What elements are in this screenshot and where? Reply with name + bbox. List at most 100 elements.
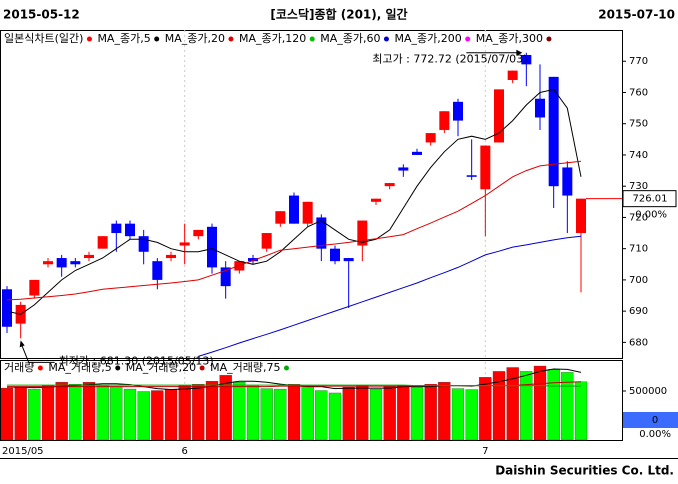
volume-bar: [14, 386, 27, 441]
candle-body: [562, 167, 573, 196]
end-date: 2015-07-10: [598, 8, 675, 22]
y-tick-label: 700: [629, 275, 648, 286]
volume-bar: [561, 372, 574, 441]
legend-label: MA_종가,20: [165, 32, 225, 45]
volume-bar: [547, 369, 560, 441]
volume-bar: [110, 386, 123, 441]
volume-panel: [0, 360, 623, 441]
volume-bar: [383, 386, 396, 441]
volume-bar: [205, 381, 219, 441]
last-volume: 0: [652, 415, 658, 426]
volume-bar: [574, 381, 588, 441]
candle-body: [371, 198, 381, 202]
volume-bar: [520, 371, 533, 441]
volume-bar: [219, 375, 232, 441]
volume-bar: [328, 392, 342, 441]
candle-body: [316, 217, 327, 249]
volume-bar: [151, 390, 164, 441]
legend-label: MA_종가,120: [239, 32, 306, 45]
y-tick-label: 710: [629, 244, 648, 255]
annotation: 최고가 : 772.72 (2015/07/03): [372, 53, 527, 66]
candle-body: [84, 254, 94, 259]
legend-dot: [228, 36, 234, 42]
candle-body: [193, 229, 204, 237]
volume-bar: [55, 382, 68, 441]
footer: Daishin Securities Co. Ltd.: [495, 464, 674, 478]
candle-body: [398, 167, 409, 171]
candle-body: [548, 76, 559, 187]
legend-label: MA_거래량,5: [48, 361, 111, 374]
volume-bar: [438, 382, 451, 441]
candle-body: [357, 220, 368, 246]
legend-label: MA_종가,200: [394, 32, 461, 45]
legend-dot: [115, 365, 121, 371]
candle-body: [425, 133, 436, 143]
x-tick-label: 2015/05: [2, 446, 44, 457]
ma-line: [198, 235, 582, 357]
y-tick-label: 500000: [629, 386, 667, 397]
y-tick-label: 750: [629, 119, 648, 130]
legend-label: 일본식차트(일간): [4, 31, 83, 45]
candle-body: [302, 201, 313, 224]
volume-bar: [233, 382, 246, 441]
candle-body: [384, 183, 395, 187]
legend-label: MA_거래량,20: [126, 361, 196, 374]
ma-line: [6, 160, 582, 301]
candle-body: [507, 70, 518, 80]
y-tick-label: 680: [629, 337, 648, 348]
candle-body: [43, 261, 53, 265]
y-tick-label: 720: [629, 212, 648, 223]
volume-bar: [28, 388, 41, 441]
volume-bar: [178, 384, 191, 441]
y-tick-label: 740: [629, 150, 648, 161]
legend-dot: [199, 365, 205, 371]
candle-body: [220, 267, 231, 287]
volume-bar: [465, 389, 478, 441]
candle-body: [412, 151, 422, 155]
y-tick-label: 760: [629, 87, 648, 98]
legend-dot: [86, 36, 92, 42]
volume-bar: [356, 385, 369, 441]
volume-bar: [397, 384, 410, 441]
candle-body: [111, 223, 122, 234]
candle-body: [494, 89, 504, 143]
legend-label: MA_종가,60: [320, 32, 380, 45]
volume-bar: [192, 383, 205, 441]
volume-bar: [41, 384, 55, 441]
volume-bar: [246, 384, 260, 441]
candle-body: [166, 254, 176, 259]
volume-bar: [260, 388, 273, 441]
candle-body: [521, 54, 532, 65]
candle-body: [70, 261, 81, 265]
ma-line: [6, 88, 582, 315]
candle-body: [576, 198, 586, 234]
last-change: 0.00%: [635, 210, 667, 221]
legend-label: MA_종가,5: [97, 32, 150, 45]
candle-body: [56, 258, 67, 268]
volume-bar: [164, 389, 178, 441]
legend-dot: [546, 36, 552, 42]
volume-bar: [410, 386, 424, 441]
volume-bar: [287, 383, 301, 441]
start-date: 2015-05-12: [3, 8, 80, 22]
volume-bar: [0, 387, 14, 441]
volume-bar: [69, 383, 82, 441]
candle-body: [535, 98, 545, 118]
candle-body: [207, 226, 217, 268]
candle-body: [439, 111, 450, 130]
candle-body: [261, 233, 272, 249]
candle-body: [343, 258, 354, 262]
candle-body: [179, 242, 190, 246]
volume-bar: [123, 388, 137, 441]
annotation-arrowhead: [516, 49, 523, 56]
last-volume-change: 0.00%: [639, 429, 671, 440]
candle-body: [248, 258, 258, 262]
volume-bar: [82, 382, 96, 441]
volume-bar: [301, 386, 314, 441]
y-tick-label: 770: [629, 56, 648, 67]
candle-body: [453, 101, 463, 121]
y-tick-label: 730: [629, 181, 648, 192]
volume-bar: [492, 371, 506, 441]
last-price: 726.01: [633, 194, 668, 205]
